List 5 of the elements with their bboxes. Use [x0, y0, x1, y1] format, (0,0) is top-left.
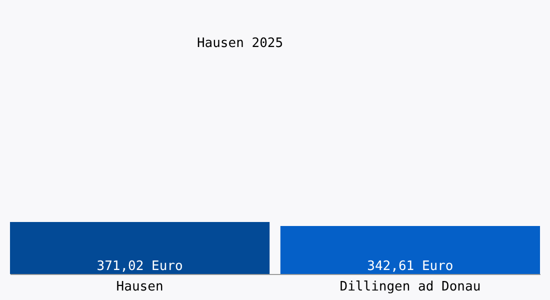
data-label: 371,02 Euro: [96, 259, 183, 274]
chart-title: Hausen 2025: [196, 36, 284, 51]
x-tick-label: Dillingen ad Donau: [340, 280, 481, 294]
x-tick-label: Hausen: [116, 280, 164, 294]
data-label: 342,61 Euro: [367, 259, 454, 274]
